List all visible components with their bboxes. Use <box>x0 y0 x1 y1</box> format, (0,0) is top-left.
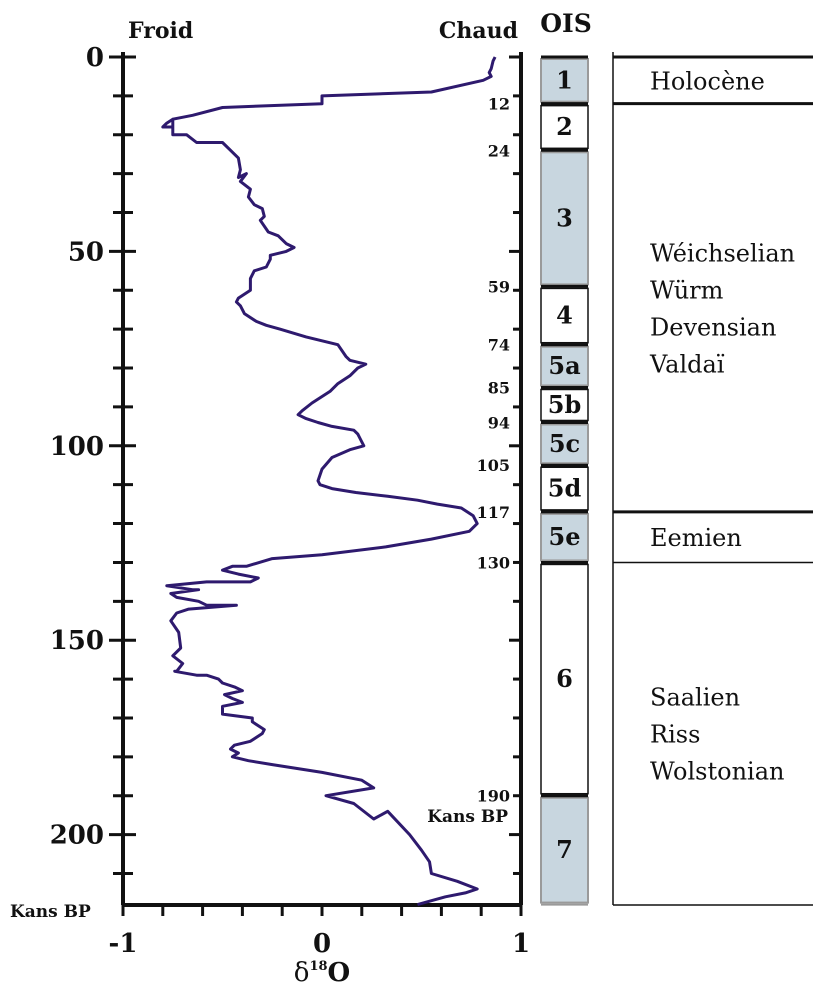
delta-18o-curve <box>161 56 497 907</box>
ois-stage-box <box>540 104 589 150</box>
ois-stage-label: 7 <box>556 835 573 864</box>
age-label: 130 <box>477 553 510 572</box>
y-axis-label-kans-bp: Kans BP <box>10 902 91 922</box>
ois-stage-box <box>540 563 589 795</box>
age-label: 190 <box>477 787 510 806</box>
x-tick-label-0: 0 <box>313 929 331 959</box>
period-label: Wéichselian <box>650 239 795 267</box>
period-label: Holocène <box>650 67 765 95</box>
x-ticks <box>121 905 523 916</box>
ois-stage-column: 1 2 3 4 5a 5b 5c 5d 5e 6 7 <box>540 55 589 906</box>
ois-stage-box <box>540 388 589 422</box>
ois-stage-label: 2 <box>556 112 573 141</box>
ois-stage-box <box>540 466 589 511</box>
age-label: 24 <box>488 141 510 160</box>
ois-stage-box <box>540 345 589 387</box>
x-tick-label-1: 1 <box>512 929 530 959</box>
ois-stage-label: 5d <box>548 474 582 503</box>
y-tick-label-200: 200 <box>50 821 104 851</box>
x-label-o: O <box>328 958 351 988</box>
age-label: 85 <box>488 378 510 397</box>
y-tick-label-50: 50 <box>68 237 104 267</box>
header-chaud: Chaud <box>439 18 518 44</box>
period-label: Saalien <box>650 684 740 712</box>
age-label: 74 <box>488 336 510 355</box>
x-label-delta: δ <box>294 958 310 988</box>
ois-stage-box <box>540 287 589 344</box>
y-tick-label-0: 0 <box>86 43 104 73</box>
period-label: Würm <box>650 276 724 304</box>
kans-bp-label-2: Kans BP <box>427 807 508 827</box>
ois-stage-label: 5b <box>548 390 581 419</box>
header-froid: Froid <box>128 18 193 44</box>
ois-header: OIS <box>540 9 592 38</box>
ois-stage-label: 6 <box>556 664 573 693</box>
y-tick-label-150: 150 <box>50 626 104 656</box>
y-ticks <box>109 55 136 875</box>
ois-stage-box <box>540 151 589 286</box>
ois-stage-box <box>540 58 589 103</box>
x-label-sup: 18 <box>309 959 327 974</box>
age-labels: 12 24 59 74 85 94 105 117 130 190 <box>477 95 510 806</box>
ois-stage-label: 4 <box>556 301 573 330</box>
age-label: 94 <box>488 413 510 432</box>
period-column: Holocène Wéichselian Würm Devensian Valdaï Ee… <box>613 55 813 786</box>
ois-stage-box <box>540 423 589 465</box>
right-axis-ticks <box>509 55 521 875</box>
ois-stage-box <box>540 796 589 904</box>
age-label: 12 <box>488 95 510 114</box>
ois-stage-label: 3 <box>556 203 573 232</box>
ois-stage-label: 1 <box>556 65 573 94</box>
age-label: 59 <box>488 277 510 296</box>
age-label: 117 <box>477 503 510 522</box>
period-label: Valdaï <box>649 350 725 378</box>
period-label: Devensian <box>650 313 776 341</box>
period-label: Riss <box>650 721 700 749</box>
y-tick-label-100: 100 <box>50 432 104 462</box>
age-label: 105 <box>477 456 510 475</box>
ois-stage-label: 5c <box>549 429 580 458</box>
ois-stage-label: 5a <box>548 351 580 380</box>
x-tick-label-neg1: -1 <box>109 929 138 959</box>
ois-stage-label: 5e <box>549 522 581 551</box>
period-label: Eemien <box>650 524 742 552</box>
period-label: Wolstonian <box>650 758 784 786</box>
x-axis-label: δ18O <box>294 958 350 988</box>
ois-stage-box <box>540 512 589 562</box>
